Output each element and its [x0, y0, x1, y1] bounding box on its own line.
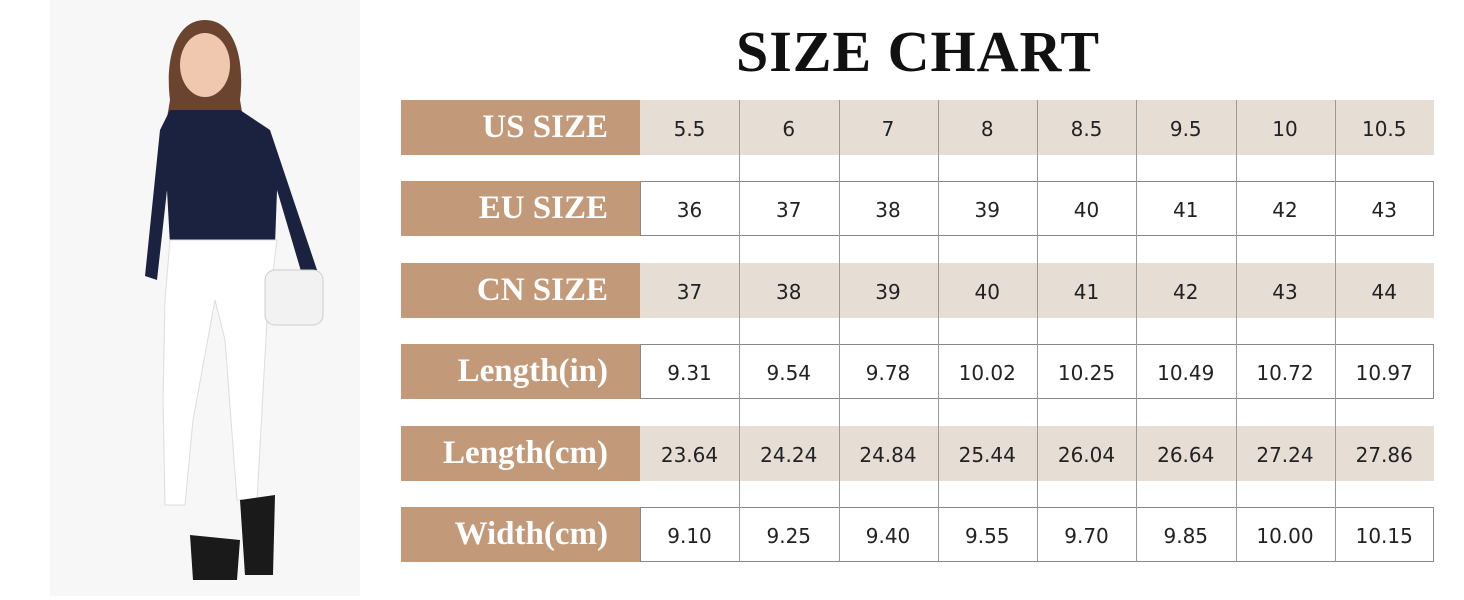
cell: 27.86 — [1355, 442, 1413, 467]
cell: 24.24 — [760, 442, 818, 467]
cell: 42 — [1272, 198, 1298, 223]
cell: 43 — [1272, 279, 1298, 304]
cell: 26.64 — [1157, 442, 1215, 467]
cell: 39 — [875, 279, 901, 304]
cell: 41 — [1173, 198, 1199, 223]
cell: 10.72 — [1256, 361, 1314, 386]
cell: 10.25 — [1057, 361, 1116, 386]
cell: 7 — [881, 117, 895, 141]
model-photo — [50, 0, 360, 596]
cell: 5.5 — [673, 117, 706, 141]
cell: 10.49 — [1157, 361, 1215, 386]
cell: 39 — [974, 198, 1000, 223]
cell: 40 — [1073, 198, 1100, 223]
cell: 9.70 — [1064, 524, 1109, 548]
cell: 8.5 — [1070, 117, 1103, 141]
cell: 10 — [1272, 117, 1298, 141]
cell: 10.00 — [1256, 524, 1314, 548]
row-label: EU SIZE — [401, 181, 640, 237]
cell: 10.02 — [958, 361, 1016, 386]
cell: 8 — [980, 117, 994, 141]
row-label: US SIZE — [401, 100, 640, 155]
cell: 9.10 — [667, 524, 712, 548]
cell: 10.15 — [1355, 524, 1413, 548]
blouse — [145, 110, 317, 280]
column-divider — [1037, 100, 1038, 562]
cell: 43 — [1371, 198, 1397, 223]
title: SIZE CHART — [735, 19, 1101, 84]
cell: 10.97 — [1355, 361, 1413, 386]
sandal-right — [240, 495, 275, 575]
cell: 38 — [776, 279, 802, 304]
row-label: Length(in) — [401, 344, 640, 400]
cell: 9.5 — [1169, 117, 1202, 141]
cell: 10.5 — [1361, 117, 1407, 141]
cell: 40 — [974, 279, 1000, 304]
cell: 9.40 — [865, 524, 911, 548]
cell: 24.84 — [859, 442, 917, 467]
column-divider — [1235, 100, 1237, 562]
sandal-left — [190, 535, 240, 580]
cell: 9.55 — [964, 524, 1010, 548]
cell: 9.54 — [766, 361, 812, 386]
cell: 44 — [1371, 279, 1397, 304]
cell: 37 — [676, 279, 703, 304]
column-divider — [1136, 100, 1138, 562]
column-divider — [937, 100, 939, 562]
column-divider — [739, 100, 741, 562]
cell: 41 — [1073, 279, 1100, 304]
column-divider — [1334, 100, 1336, 562]
row-label: Length(cm) — [401, 425, 640, 481]
bag — [264, 269, 324, 326]
cell: 38 — [875, 198, 901, 223]
cell: 36 — [676, 198, 703, 223]
cell: 42 — [1173, 279, 1199, 304]
cell: 23.64 — [660, 442, 719, 467]
cell: 9.78 — [865, 361, 911, 386]
cell: 9.25 — [766, 524, 812, 548]
row-label: CN SIZE — [401, 262, 640, 318]
cell: 6 — [782, 117, 796, 141]
cell: 27.24 — [1256, 442, 1314, 467]
row-label: Width(cm) — [401, 507, 640, 562]
face — [180, 33, 230, 97]
cell: 25.44 — [958, 442, 1016, 467]
cell: 9.31 — [667, 361, 712, 386]
cell: 26.04 — [1057, 442, 1116, 467]
cell: 37 — [776, 198, 802, 223]
cell: 9.85 — [1163, 524, 1209, 548]
column-divider — [838, 100, 840, 562]
